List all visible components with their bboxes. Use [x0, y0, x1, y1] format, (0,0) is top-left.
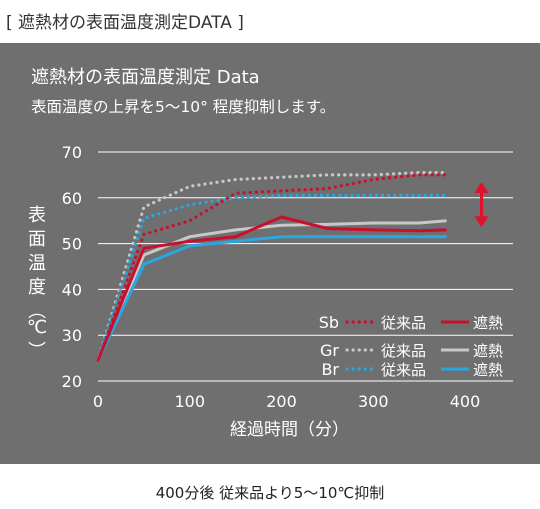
- legend-prefix: Br: [321, 360, 339, 379]
- y-tick-label: 40: [62, 280, 82, 299]
- difference-arrow: [474, 182, 489, 228]
- legend-prefix: Sb: [319, 313, 339, 332]
- legend-label-shield: 遮熱: [473, 361, 503, 379]
- y-axis-label-char: 温: [28, 253, 46, 274]
- y-tick-label: 50: [62, 235, 82, 254]
- y-axis-label-char: 面: [28, 229, 46, 250]
- x-tick-label: 0: [93, 392, 103, 411]
- series-gr-shield: [96, 219, 447, 361]
- legend-label-conventional: 従来品: [381, 314, 426, 332]
- y-tick-label: 30: [62, 326, 82, 345]
- x-tick-label: 300: [358, 392, 389, 411]
- chart-panel: 遮熱材の表面温度測定 Data 表面温度の上昇を5～10° 程度抑制します。 2…: [0, 43, 540, 464]
- x-axis-label: 経過時間（分）: [230, 420, 349, 440]
- legend-label-shield: 遮熱: [473, 342, 503, 360]
- y-axis-label-char: ︶: [28, 341, 46, 362]
- legend-prefix: Gr: [320, 341, 339, 360]
- y-tick-label: 70: [62, 143, 82, 162]
- y-axis-label-char: 度: [28, 277, 46, 298]
- chart-subtitle: 表面温度の上昇を5～10° 程度抑制します。: [31, 98, 336, 116]
- y-axis-label-char: 表: [28, 205, 46, 226]
- arrow-head-bottom: [474, 216, 489, 228]
- x-tick-label: 100: [174, 392, 205, 411]
- y-tick-labels: 20 30 40 50 60 70: [62, 143, 82, 391]
- arrow-head-top: [474, 182, 489, 194]
- x-tick-labels: 0 100 200 300 400: [93, 392, 480, 411]
- chart-title: 遮熱材の表面温度測定 Data: [31, 67, 260, 88]
- y-axis-label-char: ︵: [28, 301, 46, 322]
- series-br-shield: [96, 235, 447, 362]
- y-axis-label-char: ℃: [27, 317, 47, 338]
- series-sb-shield: [96, 215, 447, 361]
- x-tick-label: 400: [450, 392, 481, 411]
- series-br-conventional: [96, 193, 449, 362]
- series-lines: [96, 171, 449, 362]
- x-tick-label: 200: [266, 392, 297, 411]
- y-tick-label: 20: [62, 372, 82, 391]
- series-gr-conventional: [96, 171, 449, 362]
- y-tick-label: 60: [62, 189, 82, 208]
- legend-label-shield: 遮熱: [473, 314, 503, 332]
- chart-svg: 20 30 40 50 60 70 0 100 200 300 400 表面温度 ︵℃ ︶ 経過時間（…: [27, 143, 513, 440]
- series-sb-conventional: [96, 173, 449, 362]
- legend-label-conventional: 従来品: [381, 342, 426, 360]
- footer-caption: 400分後 従来品より5～10℃抑制: [155, 484, 385, 502]
- header-label: [ 遮熱材の表面温度測定DATA ]: [6, 13, 244, 33]
- y-axis-label: 表面温度 ︵℃ ︶: [27, 205, 47, 362]
- legend-label-conventional: 従来品: [381, 361, 426, 379]
- grid-lines: [98, 151, 513, 382]
